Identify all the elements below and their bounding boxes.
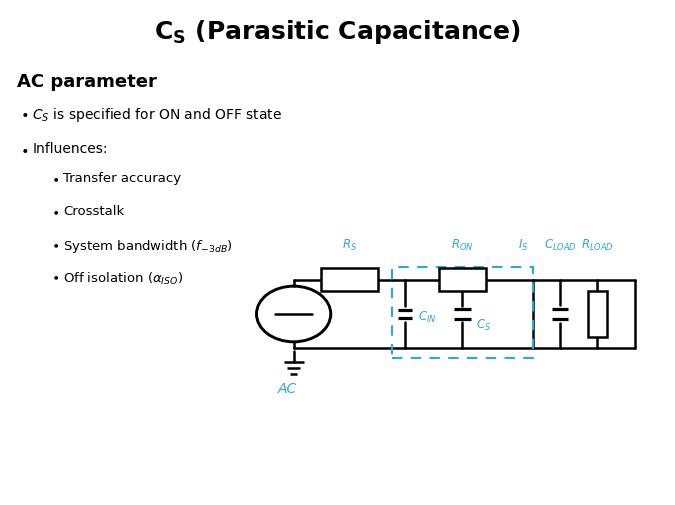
Text: $C_{IN}$: $C_{IN}$: [418, 310, 437, 324]
Text: $R_{ON}$: $R_{ON}$: [451, 237, 474, 252]
Text: $\bullet$: $\bullet$: [51, 270, 59, 283]
Text: Off isolation ($\alpha_{ISO}$): Off isolation ($\alpha_{ISO}$): [63, 270, 183, 286]
Text: AC: AC: [277, 381, 296, 395]
Text: $C_S$ is specified for ON and OFF state: $C_S$ is specified for ON and OFF state: [32, 106, 283, 124]
Text: Influences:: Influences:: [32, 141, 108, 156]
Text: $R_{LOAD}$: $R_{LOAD}$: [581, 237, 614, 252]
Text: $C_S$: $C_S$: [476, 317, 491, 332]
Bar: [392, 268, 533, 359]
Bar: [321, 269, 378, 292]
Text: $\bullet$: $\bullet$: [51, 237, 59, 250]
Text: $I_S$: $I_S$: [518, 237, 529, 252]
Text: $\bullet$: $\bullet$: [51, 205, 59, 218]
Text: $\bullet$: $\bullet$: [51, 172, 59, 185]
Text: $C_{LOAD}$: $C_{LOAD}$: [544, 237, 576, 252]
Bar: [439, 269, 486, 292]
Text: AC parameter: AC parameter: [17, 73, 157, 91]
Text: $\mathbf{C_S}$ (Parasitic Capacitance): $\mathbf{C_S}$ (Parasitic Capacitance): [154, 18, 521, 45]
Text: Crosstalk: Crosstalk: [63, 205, 124, 218]
Text: Transfer accuracy: Transfer accuracy: [63, 172, 181, 185]
Text: $\bullet$: $\bullet$: [20, 106, 28, 120]
Text: System bandwidth ($f_{-3dB}$): System bandwidth ($f_{-3dB}$): [63, 237, 233, 255]
Bar: [588, 292, 607, 337]
Text: $R_S$: $R_S$: [342, 237, 357, 252]
Text: $\bullet$: $\bullet$: [20, 141, 28, 156]
